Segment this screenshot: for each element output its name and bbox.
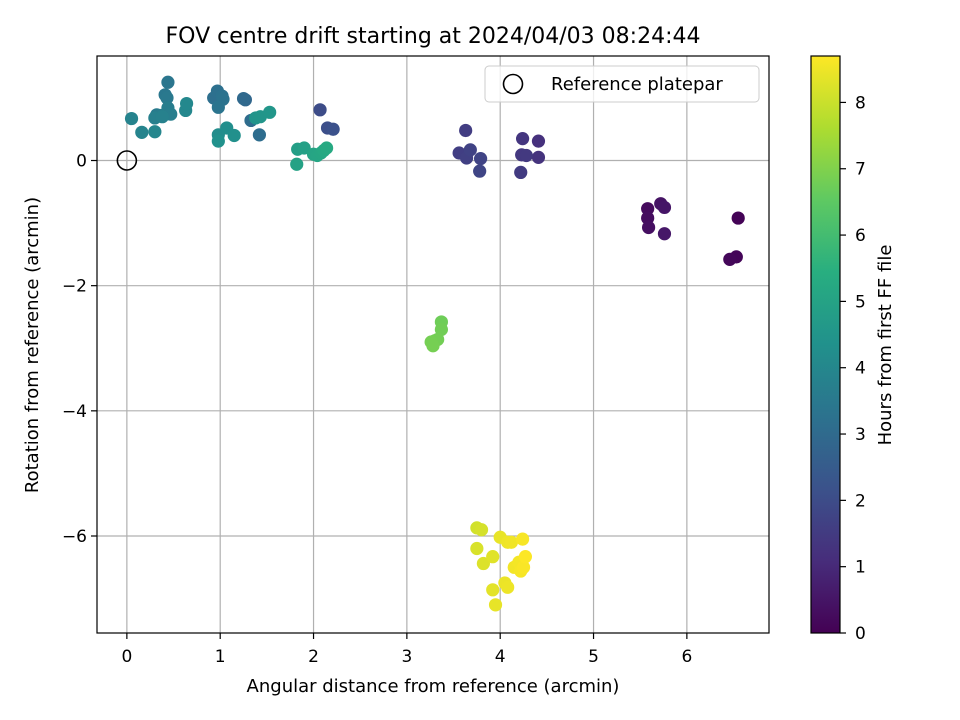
- x-tick-label: 5: [588, 647, 599, 667]
- colorbar-tick-label: 3: [855, 425, 866, 445]
- data-point: [227, 128, 241, 143]
- data-point: [516, 132, 530, 146]
- chart-title: FOV centre drift starting at 2024/04/03 …: [166, 24, 701, 49]
- data-point: [135, 125, 149, 139]
- y-axis-ticks: −6 −4 −2 0: [62, 152, 97, 547]
- x-tick-label: 2: [308, 647, 319, 667]
- colorbar-label: Hours from first FF file: [875, 245, 896, 446]
- x-tick-label: 3: [401, 647, 412, 667]
- reference-marker: [116, 150, 138, 171]
- plot-frame: [96, 55, 770, 634]
- data-point: [642, 220, 656, 235]
- data-point: [160, 91, 174, 105]
- colorbar: 0 1 2 3 4 5 6 7 8 Hours from first FF file: [810, 55, 896, 644]
- data-point: [501, 580, 515, 594]
- data-point: [124, 111, 139, 126]
- y-tick-label: −6: [62, 527, 87, 547]
- x-axis-label: Angular distance from reference (arcmin): [247, 676, 620, 697]
- legend-marker: [502, 73, 524, 95]
- x-tick-label: 4: [495, 647, 506, 667]
- x-axis-ticks: 0 1 2 3 4 5 6: [121, 633, 692, 667]
- data-point: [463, 143, 477, 157]
- data-point: [657, 200, 672, 215]
- y-tick-label: 0: [76, 152, 87, 172]
- data-point: [486, 550, 500, 564]
- data-point: [161, 75, 175, 89]
- data-point: [236, 91, 251, 106]
- data-point: [313, 103, 327, 117]
- data-point: [290, 157, 304, 171]
- data-point: [531, 150, 546, 164]
- colorbar-tick-label: 7: [855, 160, 866, 180]
- data-points: [124, 75, 745, 612]
- legend-entry: Reference platepar: [551, 74, 723, 95]
- data-point: [180, 96, 194, 111]
- data-point: [723, 252, 737, 266]
- data-point: [155, 110, 169, 124]
- data-point: [473, 164, 487, 178]
- colorbar-tick-label: 2: [855, 491, 866, 511]
- data-point: [516, 560, 531, 574]
- data-point: [531, 134, 546, 148]
- data-point: [320, 141, 334, 155]
- data-point: [470, 541, 484, 556]
- data-point: [297, 141, 311, 155]
- data-point: [657, 227, 672, 241]
- x-tick-label: 0: [121, 647, 132, 667]
- data-point: [148, 125, 162, 139]
- data-point: [504, 535, 518, 549]
- legend: Reference platepar: [484, 65, 760, 103]
- data-point: [326, 122, 340, 136]
- data-point: [474, 523, 489, 537]
- x-tick-label: 6: [681, 647, 692, 667]
- colorbar-tick-label: 6: [855, 226, 866, 246]
- colorbar-gradient: [810, 55, 841, 634]
- y-tick-label: −2: [62, 277, 87, 297]
- data-point: [514, 165, 528, 180]
- data-point: [474, 152, 488, 166]
- data-point: [434, 322, 448, 337]
- colorbar-tick-label: 4: [855, 359, 866, 379]
- colorbar-tick-label: 0: [855, 624, 866, 644]
- colorbar-tick-label: 1: [855, 558, 866, 578]
- data-point: [518, 550, 533, 564]
- data-point: [488, 598, 503, 612]
- colorbar-tick-label: 8: [855, 93, 866, 113]
- data-point: [516, 532, 530, 546]
- colorbar-ticks: 0 1 2 3 4 5 6 7 8: [840, 93, 866, 644]
- y-tick-label: −4: [62, 402, 87, 422]
- x-tick-label: 1: [215, 647, 226, 667]
- colorbar-tick-label: 5: [855, 292, 866, 312]
- data-point: [211, 100, 225, 114]
- data-point: [731, 211, 745, 225]
- data-point: [252, 128, 266, 142]
- data-point: [211, 134, 225, 148]
- data-point: [459, 123, 473, 138]
- data-point: [426, 339, 440, 353]
- data-point: [486, 583, 500, 597]
- data-point: [476, 556, 490, 571]
- data-point: [641, 202, 655, 216]
- legend-box: [484, 65, 760, 103]
- y-axis-label: Rotation from reference (arcmin): [22, 197, 43, 493]
- data-point: [519, 148, 533, 163]
- data-point: [263, 105, 277, 119]
